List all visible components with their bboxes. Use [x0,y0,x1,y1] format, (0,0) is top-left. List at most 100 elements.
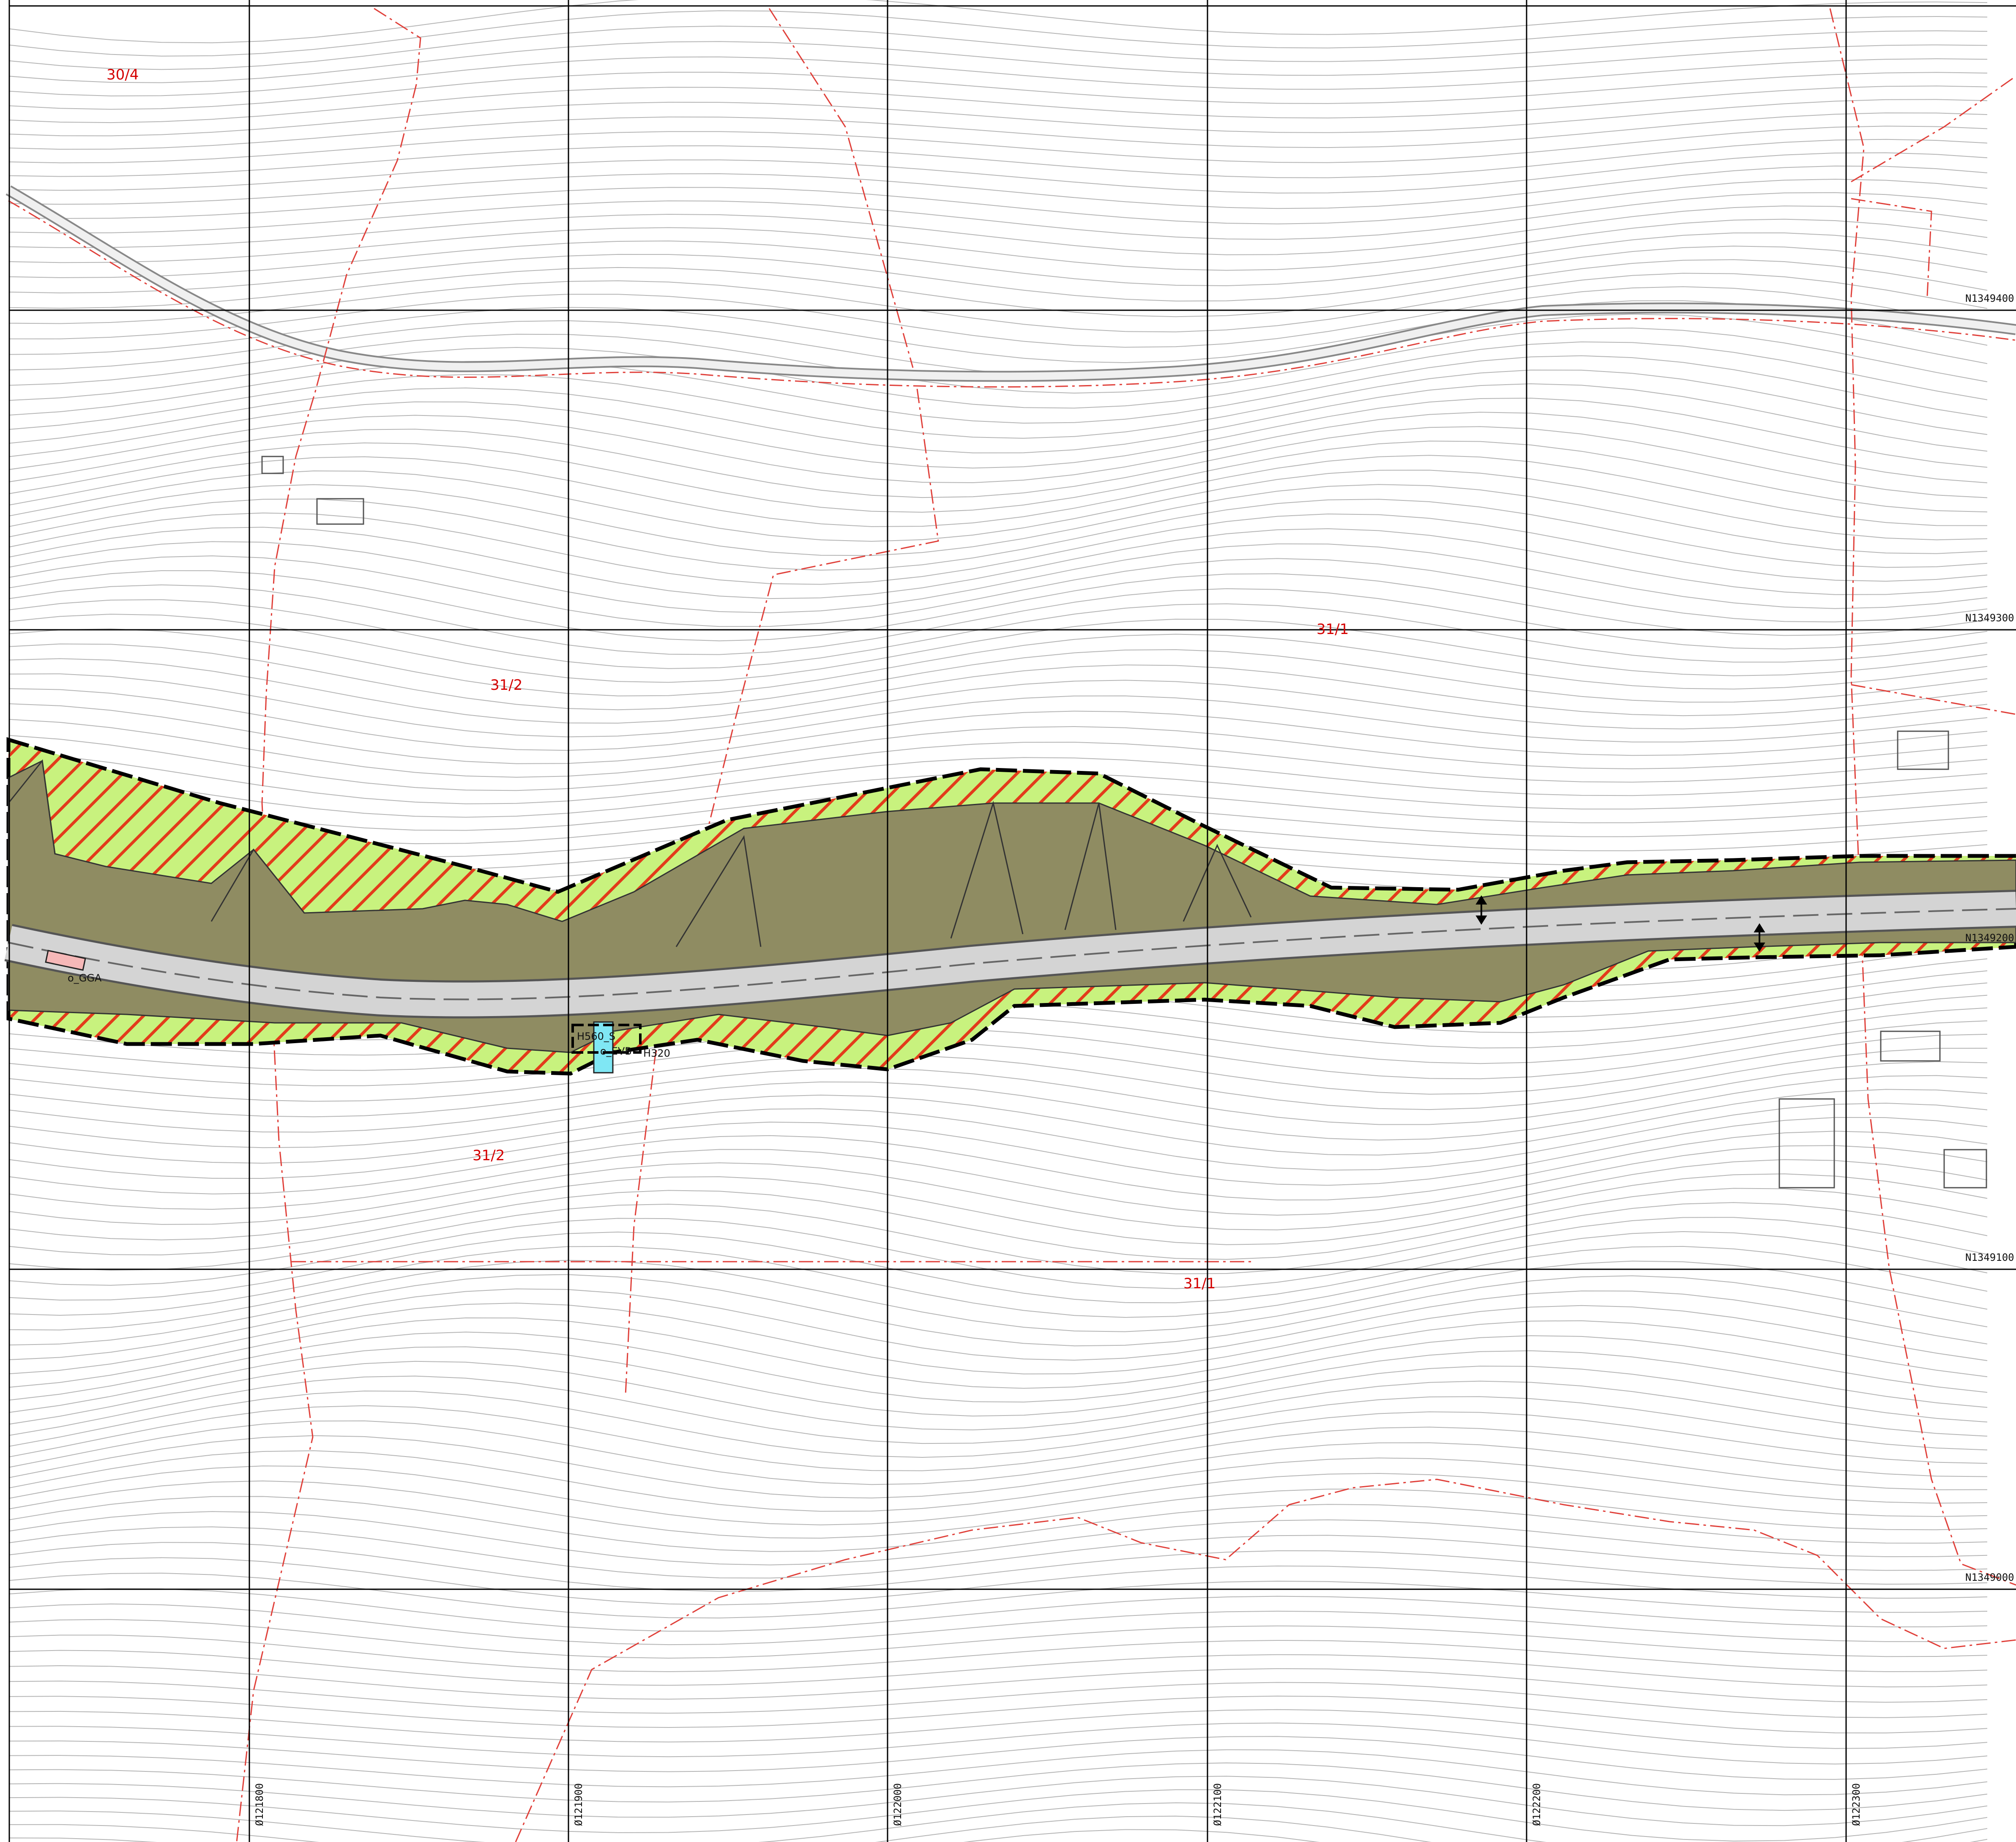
contour-line [9,1102,1988,1171]
contour-line [9,1145,1988,1216]
contour-line [9,126,1988,164]
measure-arrows [1475,895,1765,952]
zone-label-h320: H320 [643,1047,670,1059]
contour-line [9,1480,1988,1539]
contour-line [9,0,1988,44]
contour-line [9,1450,1988,1512]
contour-line [9,273,1988,333]
contour-line [9,192,1988,240]
contour-line [9,178,1988,224]
contour-line [9,1034,1988,1095]
northing-label: N1349400 [1965,292,2014,304]
contour-line [9,1075,1988,1141]
contour-line [9,541,1988,613]
contour-line [9,85,1988,123]
contour-line [9,1496,1988,1552]
northing-label: N1349200 [1965,932,2014,944]
contour-line [9,1231,1988,1304]
property-label: 31/2 [473,1147,505,1164]
contour-line [9,719,1988,778]
contour-line [9,1274,1988,1347]
slope-area [8,760,2016,1053]
contour-line [9,1260,1988,1332]
contour-line [9,1736,1988,1780]
contour-line [9,25,1988,70]
contour-line [9,426,1988,498]
northing-label: N1349100 [1965,1252,2014,1263]
zone-label-h560: H560_S [577,1030,615,1042]
northing-label: N1349000 [1965,1571,2014,1583]
contour-line [9,1542,1988,1592]
contour-line [9,259,1988,317]
contour-line [9,658,1988,724]
contour-line [9,1603,1988,1645]
contour-line [9,735,1988,791]
contour-line [9,286,1988,348]
contour-line [9,512,1988,585]
contour-line [9,1405,1988,1471]
contour-line [9,1390,1988,1458]
contour-line [9,205,1988,255]
contour-line [9,1557,1988,1605]
zone-label-evb: o_EVB [600,1045,632,1057]
contour-line [9,355,1988,424]
contour-line [9,1217,1988,1289]
contour-line [9,1634,1988,1673]
easting-label: Ø121900 [573,1783,585,1826]
special-zone [571,1024,642,1054]
contour-line [9,56,1988,97]
property-label: 31/1 [1183,1275,1216,1292]
contour-line [9,1665,1988,1703]
contour-line [9,643,1988,711]
contour-line [9,71,1988,110]
contour-line [9,1709,1988,1749]
contour-line [9,1762,1988,1811]
contour-line [9,1802,1988,1842]
coordinate-grid [8,0,2016,1842]
contour-line [9,412,1988,484]
contour-line [9,1695,1988,1734]
contour-line [9,484,1988,556]
contour-line [9,1375,1988,1444]
contour-line [9,1317,1988,1389]
contour-line [9,1159,1988,1230]
contour-line [9,232,1988,287]
contour-line [9,498,1988,571]
contour-line [9,246,1988,302]
contour-line [9,470,1988,542]
contour-line [9,1117,1988,1186]
contour-line [9,703,1988,764]
contour-line [9,328,1988,394]
contour-line [9,152,1988,194]
easting-label: Ø122000 [892,1783,904,1826]
upper-road [5,185,2016,388]
contour-line [9,1588,1988,1632]
contour-line [9,369,1988,439]
property-label: 31/2 [490,677,522,694]
contour-line [9,165,1988,209]
contour-line [9,673,1988,738]
contour-lines [9,0,1988,1842]
contour-line [9,527,1988,599]
contour-line [9,584,1988,655]
contour-line [9,1288,1988,1361]
contour-line [9,397,1988,469]
contour-line [9,570,1988,642]
contour-line [9,383,1988,454]
easting-label: Ø122100 [1212,1783,1224,1826]
contour-line [9,1526,1988,1579]
contour-line [9,599,1988,669]
contour-line [9,1188,1988,1260]
contour-line [9,1749,1988,1796]
contour-line [9,1048,1988,1110]
contour-line [9,1346,1988,1417]
contour-line [9,1681,1988,1718]
contour-line [9,614,1988,683]
contour-line [9,1829,1320,1842]
contour-line [9,1465,1988,1525]
contour-line [9,1789,1988,1842]
contour-line [9,1420,1988,1485]
contour-line [9,1572,1988,1619]
contour-line [9,300,1988,363]
contour-line [9,455,1988,527]
